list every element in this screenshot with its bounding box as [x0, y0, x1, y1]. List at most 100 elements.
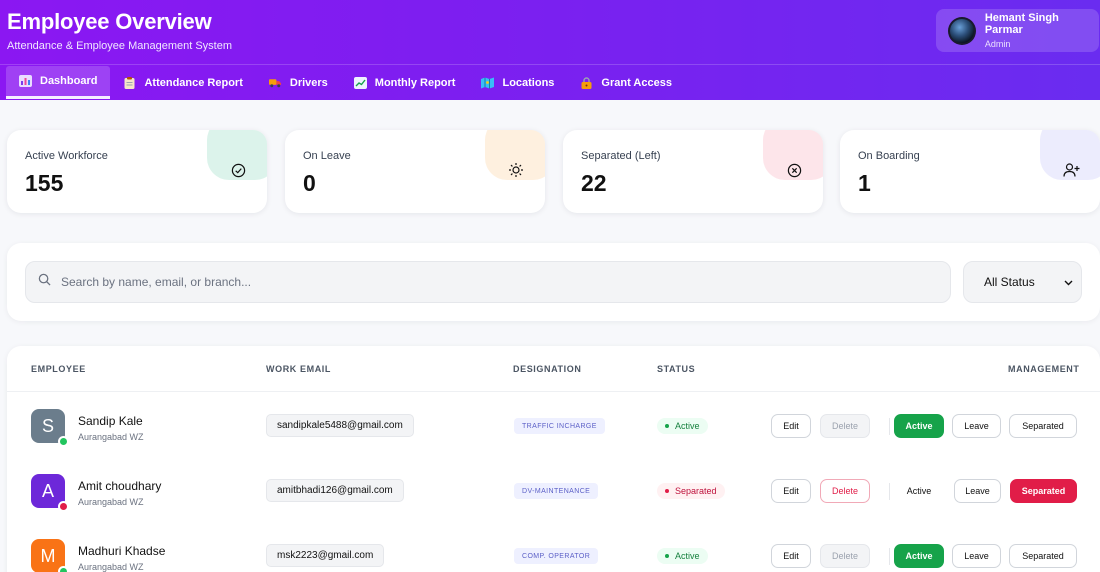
status-dot	[58, 566, 69, 572]
designation-badge: DV-MAINTENANCE	[514, 483, 599, 499]
table-header: EMPLOYEE WORK EMAIL DESIGNATION STATUS M…	[7, 346, 1100, 392]
delete-button[interactable]: Delete	[820, 479, 870, 503]
set-separated-button[interactable]: Separated	[1009, 544, 1077, 568]
user-role: Admin	[984, 39, 1011, 49]
nav-tabs: Dashboard Attendance Report Drivers Mont…	[6, 66, 685, 100]
set-active-button[interactable]: Active	[894, 479, 944, 503]
employee-name: Amit choudhary	[78, 479, 162, 493]
status-dot	[58, 436, 69, 447]
tab-label: Locations	[502, 76, 555, 89]
filter-bar: All Status	[7, 243, 1100, 321]
employee-branch: Aurangabad WZ	[78, 432, 144, 442]
column-header-employee: EMPLOYEE	[31, 364, 86, 374]
designation-badge: COMP. OPERATOR	[514, 548, 599, 564]
edit-button[interactable]: Edit	[771, 414, 811, 438]
page-subtitle: Attendance & Employee Management System	[7, 40, 233, 52]
chevron-down-icon	[1064, 275, 1073, 289]
employee-name: Sandip Kale	[78, 414, 143, 428]
user-plus-icon	[1062, 161, 1080, 179]
column-header-management: MANAGEMENT	[1008, 364, 1080, 374]
status-indicator	[665, 554, 669, 558]
set-leave-button[interactable]: Leave	[954, 479, 1001, 503]
status-filter-value: All Status	[984, 275, 1035, 289]
set-separated-button[interactable]: Separated	[1009, 414, 1077, 438]
stat-label: Separated (Left)	[581, 150, 661, 162]
status-filter-select[interactable]: All Status	[963, 261, 1082, 303]
column-header-status: STATUS	[657, 364, 696, 374]
stat-value: 22	[581, 170, 607, 196]
stat-label: On Leave	[303, 150, 351, 162]
tab-label: Dashboard	[40, 75, 98, 87]
tab-drivers[interactable]: Drivers	[256, 66, 341, 99]
set-separated-button[interactable]: Separated	[1010, 479, 1077, 503]
edit-button[interactable]: Edit	[771, 479, 811, 503]
bar-chart-icon	[19, 75, 32, 87]
truck-icon	[268, 77, 282, 89]
column-header-designation: DESIGNATION	[513, 364, 582, 374]
column-header-email: WORK EMAIL	[266, 364, 331, 374]
delete-button[interactable]: Delete	[820, 414, 870, 438]
table-row: S Sandip Kale Aurangabad WZ sandipkale54…	[7, 394, 1100, 459]
stat-card-on-boarding: On Boarding 1	[840, 130, 1100, 213]
user-name: Hemant Singh Parmar	[984, 12, 1059, 36]
employee-email: amitbhadi126@gmail.com	[266, 479, 404, 502]
tab-label: Attendance Report	[144, 76, 243, 89]
status-badge: Active	[657, 418, 708, 434]
header-divider	[0, 64, 1100, 65]
search-input[interactable]	[61, 275, 921, 289]
status-indicator	[665, 489, 669, 493]
employee-email: msk2223@gmail.com	[266, 544, 385, 567]
employee-email: sandipkale5488@gmail.com	[266, 414, 414, 437]
user-profile-card[interactable]: Hemant Singh Parmar Admin	[936, 9, 1099, 52]
set-active-button[interactable]: Active	[894, 544, 944, 568]
delete-button[interactable]: Delete	[820, 544, 870, 568]
employee-name: Madhuri Khadse	[78, 544, 166, 558]
set-leave-button[interactable]: Leave	[952, 414, 1001, 438]
table-row: M Madhuri Khadse Aurangabad WZ msk2223@g…	[7, 524, 1100, 572]
stat-value: 0	[303, 170, 316, 196]
user-avatar[interactable]	[948, 16, 976, 45]
tab-label: Grant Access	[601, 76, 672, 89]
employee-branch: Aurangabad WZ	[78, 497, 144, 507]
edit-button[interactable]: Edit	[771, 544, 811, 568]
search-icon	[38, 273, 51, 291]
lock-icon	[580, 76, 593, 89]
stat-value: 1	[858, 170, 871, 196]
sun-icon	[507, 161, 525, 179]
card-decoration	[485, 130, 545, 180]
status-dot	[58, 501, 69, 512]
map-icon	[481, 77, 495, 89]
clipboard-icon	[123, 76, 136, 89]
status-text: Active	[675, 421, 700, 431]
table-row: A Amit choudhary Aurangabad WZ amitbhadi…	[7, 459, 1100, 524]
x-circle-icon	[785, 161, 803, 179]
stat-label: Active Workforce	[25, 150, 108, 162]
status-text: Active	[675, 551, 700, 561]
check-circle-icon	[229, 161, 247, 179]
set-active-button[interactable]: Active	[894, 414, 944, 438]
tab-attendance-report[interactable]: Attendance Report	[110, 66, 255, 99]
status-badge: Active	[657, 548, 708, 564]
tab-locations[interactable]: Locations	[468, 66, 567, 99]
tab-monthly-report[interactable]: Monthly Report	[341, 66, 469, 99]
tab-dashboard[interactable]: Dashboard	[6, 66, 111, 99]
tab-label: Monthly Report	[374, 76, 456, 89]
search-box[interactable]	[25, 261, 951, 303]
stat-card-on-leave: On Leave 0	[285, 130, 545, 213]
stat-value: 155	[25, 170, 64, 196]
employee-branch: Aurangabad WZ	[78, 562, 144, 572]
set-leave-button[interactable]: Leave	[952, 544, 1001, 568]
status-indicator	[665, 424, 669, 428]
employee-table: EMPLOYEE WORK EMAIL DESIGNATION STATUS M…	[7, 346, 1100, 572]
status-text: Separated	[675, 486, 717, 496]
page-title: Employee Overview	[7, 9, 212, 34]
action-divider	[889, 548, 890, 565]
designation-badge: TRAFFIC INCHARGE	[514, 418, 605, 434]
action-divider	[889, 418, 890, 435]
stat-card-active-workforce: Active Workforce 155	[7, 130, 267, 213]
status-badge: Separated	[657, 483, 725, 499]
line-chart-icon	[353, 76, 367, 89]
stat-label: On Boarding	[858, 150, 920, 162]
tab-grant-access[interactable]: Grant Access	[567, 66, 685, 99]
stat-card-separated: Separated (Left) 22	[563, 130, 823, 213]
